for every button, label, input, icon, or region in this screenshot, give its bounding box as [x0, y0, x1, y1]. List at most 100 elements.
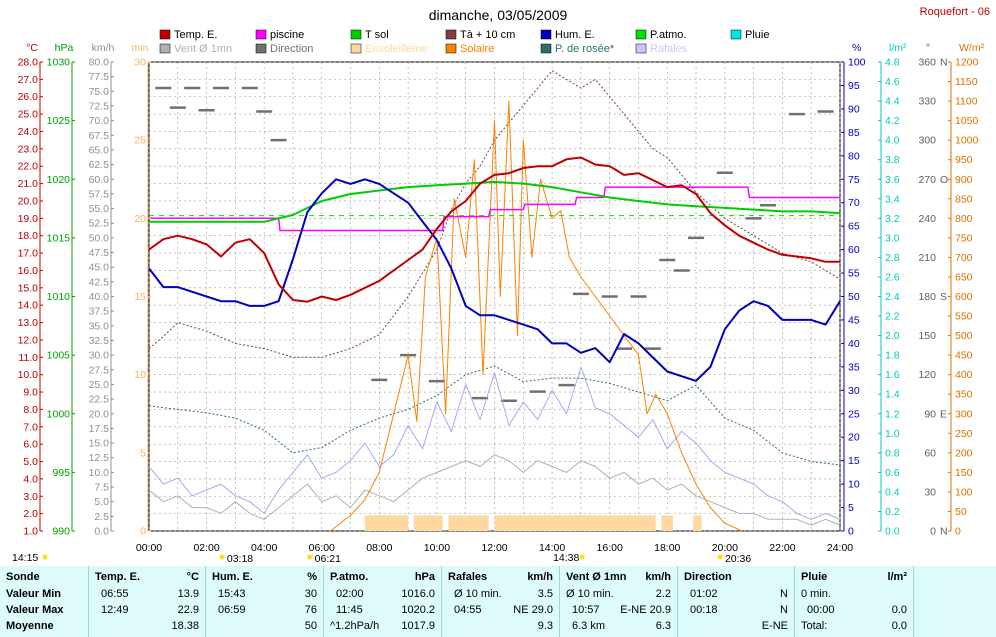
- sunshine-bar: [413, 515, 443, 531]
- sunshine-bars: [364, 515, 702, 531]
- dir-cardinal-label: O: [940, 174, 948, 186]
- temp-tick-label: 12.0: [18, 334, 39, 346]
- solar-tick-label: 750: [955, 232, 973, 244]
- rain-tick-label: 0.8: [885, 447, 900, 459]
- hum-tick-label: 100: [848, 57, 866, 69]
- dir-tick-label: 360: [918, 57, 936, 69]
- press-max-time: 11:45: [336, 604, 363, 616]
- rain-tick-label: 3.4: [885, 193, 900, 205]
- press-tick-label: 1000: [47, 408, 71, 420]
- rain-tick-label: 2.0: [885, 330, 900, 342]
- rain-min-label: 0 min.: [801, 588, 831, 600]
- dir-tick-label: 60: [924, 447, 936, 459]
- sunshine-bar: [448, 515, 489, 531]
- rain-tick-label: 0.0: [885, 526, 900, 538]
- hum-tick-label: 70: [848, 197, 860, 209]
- stats-col-temp: Temp. E. °C 06:55 13.9 12:49 22.9 18.38: [89, 566, 206, 637]
- series-line-t-sol: [149, 180, 841, 223]
- time-tick-label: 02:00: [193, 542, 219, 554]
- wind-unit-label: km/h: [92, 42, 115, 54]
- gust-unit: km/h: [527, 571, 553, 583]
- legend-swatch: [540, 43, 552, 54]
- hum-tick-label: 65: [848, 221, 860, 233]
- legend-label: P.atmo.: [650, 29, 687, 41]
- solar-tick-label: 150: [955, 467, 973, 479]
- wind-tick-label: 17.5: [89, 423, 110, 435]
- sun-time-label: 14:15: [12, 552, 38, 564]
- wind-tick-label: 60.0: [89, 174, 110, 186]
- wind-tick-label: 25.0: [89, 379, 110, 391]
- wind-min-label: Ø 10 min.: [566, 588, 614, 600]
- press-tick-label: 1015: [47, 232, 71, 244]
- series-line-p-de-ros-e-: [148, 365, 841, 466]
- stats-col-dir: Direction 01:02 N 00:18 N E-NE: [678, 566, 795, 637]
- legend-label: Pluie: [745, 29, 769, 41]
- dir-cardinal-label: N: [940, 526, 948, 538]
- wind-tick-label: 55.0: [89, 203, 110, 215]
- solar-tick-label: 450: [955, 350, 973, 362]
- rain-tick-label: 0.4: [885, 486, 900, 498]
- legend-swatch: [445, 43, 457, 54]
- series-line-solaire: [330, 100, 743, 532]
- wind-tick-label: 45.0: [89, 262, 110, 274]
- solar-tick-label: 0: [955, 526, 961, 538]
- temp-tick-label: 23.0: [18, 143, 39, 155]
- wind-distance: 6.3 km: [572, 620, 606, 632]
- legend-swatch: [255, 43, 267, 54]
- rain-tick-label: 4.8: [885, 57, 900, 69]
- temp-tick-label: 5.0: [23, 456, 38, 468]
- temp-min-value: 13.9: [177, 588, 199, 600]
- wind-tick-label: 5.0: [94, 496, 109, 508]
- legend-swatch: [635, 43, 647, 54]
- solar-tick-label: 600: [955, 291, 973, 303]
- wind-tick-label: 27.5: [89, 364, 110, 376]
- gust-min-value: 3.5: [537, 588, 553, 600]
- temp-tick-label: 4.0: [23, 473, 38, 485]
- time-tick-label: 16:00: [597, 542, 623, 554]
- legend-swatch: [159, 29, 171, 40]
- hum-tick-label: 35: [848, 361, 860, 373]
- temp-tick-label: 8.0: [23, 404, 38, 416]
- weather-chart: 1.0 2.0 3.0 4.0 5.0 6.0 7.0 8.0 9.0 10.0 11.0 12.0 1…: [12, 6, 990, 565]
- solar-tick-label: 850: [955, 193, 973, 205]
- press-tick-label: 1020: [47, 174, 71, 186]
- legend-swatch: [350, 29, 362, 40]
- rain-tick-label: 1.6: [885, 369, 900, 381]
- sunshine-bar: [693, 515, 702, 531]
- hum-tick-label: 30: [848, 385, 860, 397]
- temp-tick-label: 6.0: [23, 439, 38, 451]
- wind-header: Vent Ø 1mn: [566, 571, 627, 583]
- hum-tick-label: 75: [848, 174, 860, 186]
- wind-avg-value: 6.3: [655, 620, 671, 632]
- time-tick-label: 14:00: [539, 542, 565, 554]
- rain-tick-label: 1.0: [885, 428, 900, 440]
- rain-tick-label: 2.6: [885, 271, 900, 283]
- stats-col-wind: Vent Ø 1mn km/h Ø 10 min. 2.2 10:57 E-NE…: [560, 566, 678, 637]
- wind-max-time: 10:57: [572, 604, 600, 616]
- solar-tick-label: 800: [955, 213, 973, 225]
- hum-avg-value: 50: [304, 620, 317, 632]
- dir-tick-label: 30: [924, 486, 936, 498]
- temp-tick-label: 7.0: [23, 421, 38, 433]
- legend-swatch: [159, 43, 171, 54]
- press-max-value: 1020.2: [401, 604, 435, 616]
- wind-tick-label: 0.0: [94, 526, 109, 538]
- gust-max-value: NE 29.0: [513, 604, 553, 616]
- minutes-tick-label: 0: [140, 526, 146, 538]
- wind-tick-label: 32.5: [89, 335, 110, 347]
- rain-max-time: 00:00: [807, 604, 835, 616]
- hum-tick-label: 85: [848, 127, 860, 139]
- rain-tick-label: 1.8: [885, 350, 900, 362]
- wind-tick-label: 65.0: [89, 144, 110, 156]
- temp-tick-label: 16.0: [18, 265, 39, 277]
- temp-header: Temp. E.: [95, 571, 141, 583]
- solar-tick-label: 100: [955, 486, 973, 498]
- dir-tick-label: 240: [918, 213, 936, 225]
- dir-tick-label: 210: [918, 252, 936, 264]
- sun-marker-icon: [42, 554, 48, 560]
- rain-tick-label: 2.2: [885, 311, 900, 323]
- dir-tick-label: 180: [918, 291, 936, 303]
- temp-tick-label: 13.0: [18, 317, 39, 329]
- wind-tick-label: 67.5: [89, 130, 110, 142]
- wind-tick-label: 30.0: [89, 350, 110, 362]
